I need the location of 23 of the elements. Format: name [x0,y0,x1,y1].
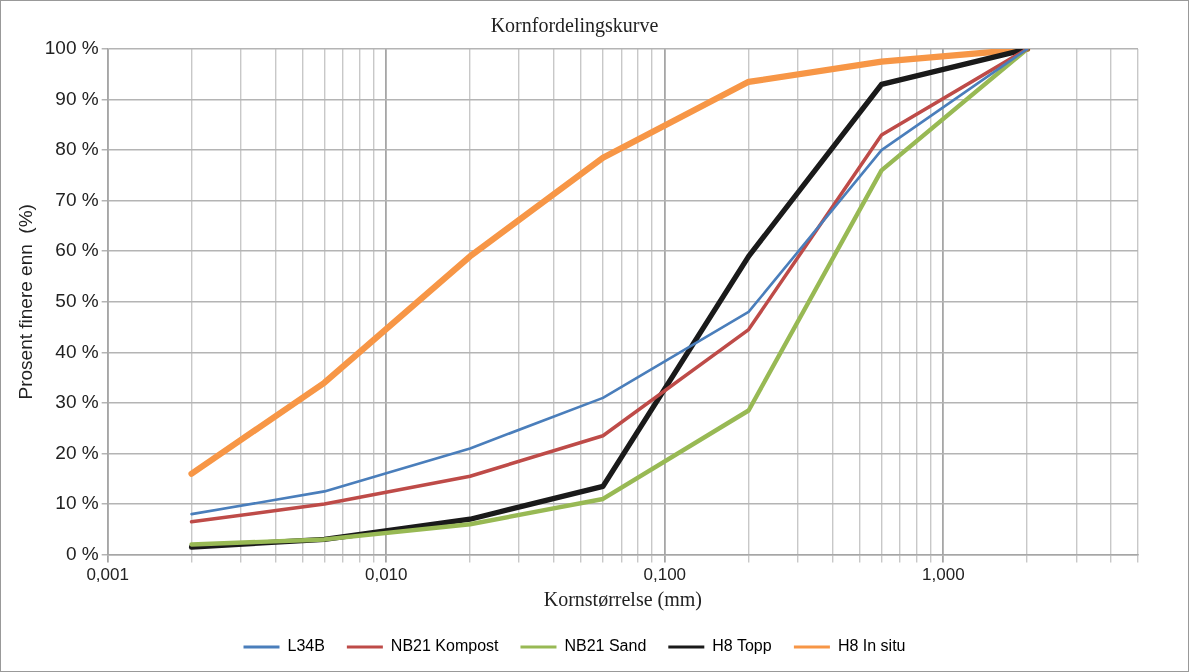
y-tick-label: 70 % [55,188,99,210]
y-tick-label: 100 % [44,37,99,59]
x-tick-label: 1,000 [922,565,965,585]
y-axis-title: Prosent finere enn (%) [14,204,36,400]
x-tick-label: 0,010 [364,565,408,585]
y-tick-label: 40 % [55,340,99,362]
legend-label: L34B [287,637,325,655]
y-tick-label: 10 % [55,492,99,514]
y-tick-label: 30 % [55,391,99,413]
y-tick-label: 80 % [55,138,99,160]
legend-label: H8 Topp [712,637,772,655]
y-tick-label: 90 % [55,87,99,109]
legend-label: H8 In situ [837,637,906,655]
x-tick-label: 0,001 [86,565,129,585]
x-axis-title: Kornstørrelse (mm) [543,588,702,612]
y-tick-label: 0 % [65,542,99,564]
chart-title: Kornfordelingskurve [490,14,659,38]
y-tick-label: 50 % [55,290,99,312]
legend-label: NB21 Kompost [390,637,500,655]
y-tick-label: 20 % [55,441,99,463]
y-tick-label: 60 % [55,239,99,261]
x-tick-label: 0,100 [643,565,687,585]
legend-label: NB21 Sand [564,637,647,655]
